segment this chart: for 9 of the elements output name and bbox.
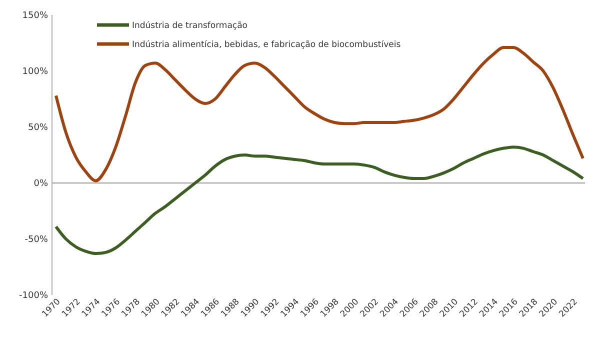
- y-tick-label: -50%: [24, 234, 48, 245]
- legend-label: Indústria de transformação: [132, 20, 248, 31]
- y-tick-label: 150%: [22, 10, 48, 21]
- y-tick-label: 50%: [28, 122, 48, 133]
- y-tick-label: 100%: [22, 66, 48, 77]
- y-tick-label: -100%: [19, 290, 48, 301]
- legend-label: Indústria alimentícia, bebidas, e fabricação de biocombustíveis: [132, 40, 402, 50]
- line-series: [54, 146, 584, 256]
- y-tick-label: 0%: [34, 178, 48, 189]
